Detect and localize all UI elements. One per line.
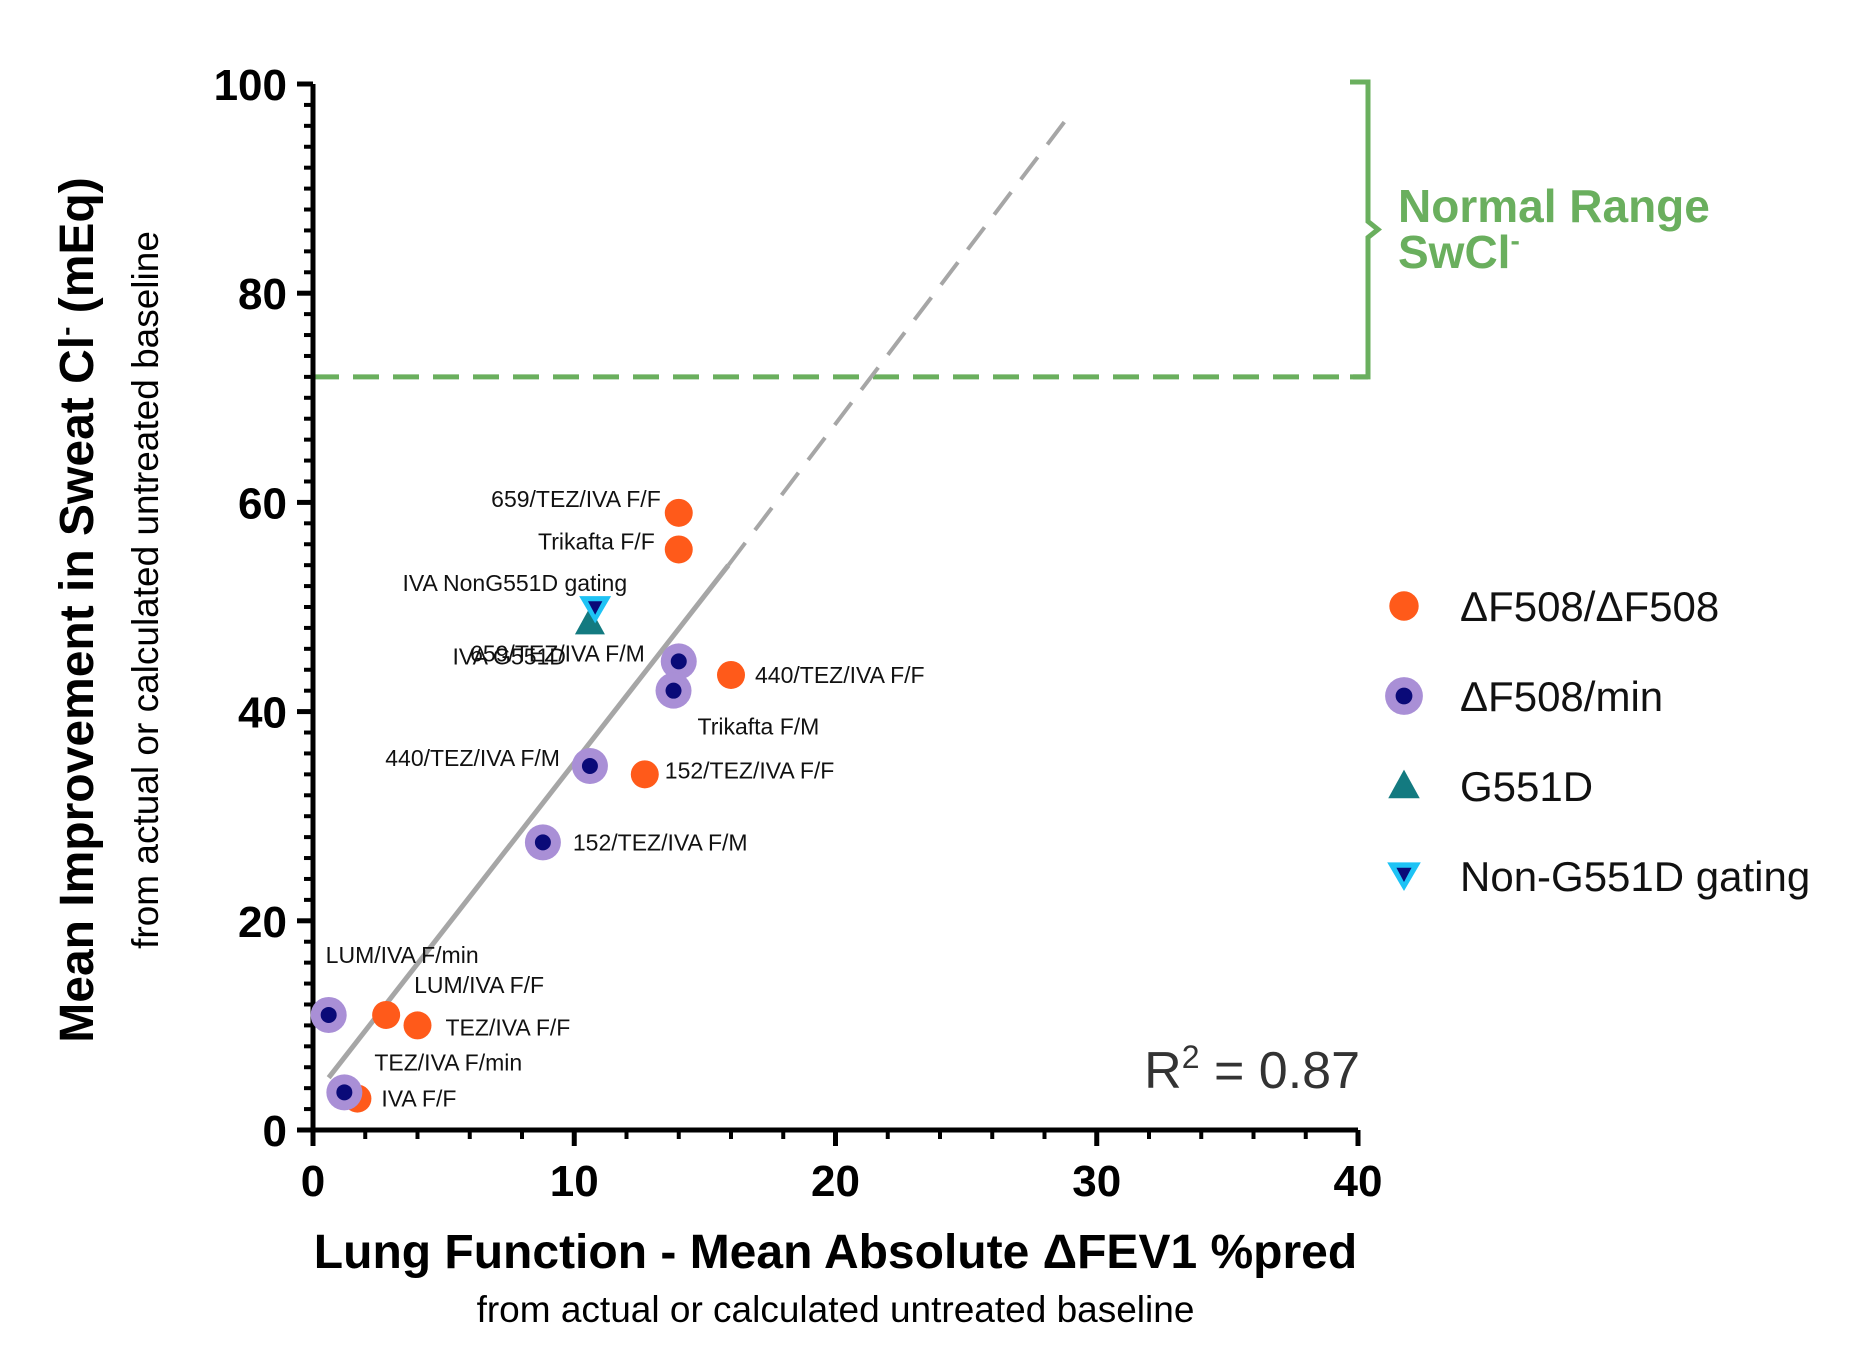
data-point-label: IVA G551D <box>453 644 566 670</box>
points-group <box>310 498 745 1113</box>
data-point-s0-p0 <box>664 498 693 527</box>
data-point-s0-p3 <box>630 760 659 789</box>
data-point-s0-p2 <box>717 660 745 689</box>
axes-group: 0 20 40 60 80 100 0 10 20 30 40 <box>214 61 1383 1206</box>
data-point-label: 440/TEZ/IVA F/F <box>755 662 925 688</box>
data-point-label: Trikafta F/M <box>698 714 820 740</box>
legend-marker-0 <box>1389 591 1419 621</box>
y-axis-title-sup: - <box>50 327 81 336</box>
y-axis-title-tail: (mEq) <box>51 177 104 326</box>
data-point-label: Trikafta F/F <box>538 528 655 554</box>
normal-range-label-swcl: SwCl- <box>1398 225 1520 278</box>
y-axis-title: Mean Improvement in Sweat Cl- (mEq) <box>50 177 104 1042</box>
data-point-s1-p1 <box>665 682 682 699</box>
r-squared-value: = 0.87 <box>1200 1042 1360 1100</box>
data-point-label: LUM/IVA F/F <box>414 972 544 998</box>
x-axis-title: Lung Function - Mean Absolute ΔFEV1 %pre… <box>314 1226 1357 1279</box>
point-labels-group: 659/TEZ/IVA F/F Trikafta F/F 440/TEZ/IVA F… <box>326 486 925 1112</box>
data-point-label: LUM/IVA F/min <box>326 942 479 968</box>
data-point-label: TEZ/IVA F/F <box>446 1014 571 1040</box>
y-tick-label: 40 <box>238 689 287 738</box>
legend-label-2: G551D <box>1460 763 1593 810</box>
data-point-s0-p1 <box>664 535 693 564</box>
y-tick-label: 100 <box>214 61 287 110</box>
normal-range-label-sup: - <box>1510 225 1519 256</box>
data-point-label: 152/TEZ/IVA F/M <box>573 829 748 855</box>
y-tick-label: 80 <box>238 270 287 319</box>
data-point-s1-p4 <box>320 1006 337 1023</box>
x-tick-label: 10 <box>550 1157 599 1206</box>
y-tick-label: 20 <box>238 898 287 947</box>
x-tick-label: 20 <box>811 1157 860 1206</box>
legend-marker-1 <box>1395 687 1413 705</box>
y-tick-label: 60 <box>238 479 287 528</box>
data-point-s1-p5 <box>336 1084 353 1101</box>
normal-range-label: Normal Range <box>1398 180 1710 232</box>
x-axis-subtitle: from actual or calculated untreated base… <box>477 1289 1195 1330</box>
y-axis-subtitle: from actual or calculated untreated base… <box>125 231 166 949</box>
data-point-label: 659/TEZ/IVA F/F <box>491 486 661 512</box>
x-tick-label: 40 <box>1334 1157 1383 1206</box>
y-tick-label: 0 <box>263 1107 287 1156</box>
legend-label-1: ΔF508/min <box>1460 673 1663 720</box>
data-point-label: TEZ/IVA F/min <box>374 1049 522 1075</box>
legend-marker-3 <box>1396 867 1412 883</box>
regression-line-dashed <box>726 119 1067 567</box>
x-tick-label: 0 <box>301 1157 325 1206</box>
data-point-s1-p2 <box>581 757 598 774</box>
data-point-s3-p0 <box>587 601 603 615</box>
legend-label-0: ΔF508/ΔF508 <box>1460 583 1719 630</box>
data-point-label: 659/TEZ/IVA F/M <box>470 640 645 666</box>
r-squared-label: R2 = 0.87 <box>1144 1039 1360 1100</box>
data-point-s1-p0 <box>670 653 687 670</box>
data-point-label: IVA NonG551D gating <box>403 570 628 596</box>
data-point-label: 152/TEZ/IVA F/F <box>665 757 835 783</box>
normal-range-bracket <box>1350 79 1383 380</box>
data-point-s0-p5 <box>403 1011 432 1040</box>
legend: ΔF508/ΔF508 ΔF508/min G551D Non-G551D gatin… <box>1385 583 1810 900</box>
x-tick-label: 30 <box>1072 1157 1121 1206</box>
y-axis-title-main: Mean Improvement in Sweat Cl <box>51 336 104 1043</box>
legend-marker-2 <box>1388 769 1420 799</box>
r-squared-sup: 2 <box>1182 1039 1200 1075</box>
data-point-label: 440/TEZ/IVA F/M <box>385 745 560 771</box>
regression-group: R2 = 0.87 <box>326 119 1360 1100</box>
data-point-s2-p0 <box>574 607 605 635</box>
r-squared-prefix: R <box>1144 1042 1182 1100</box>
regression-line-solid <box>326 563 731 1080</box>
data-point-s1-p3 <box>534 834 551 851</box>
titles-group: Lung Function - Mean Absolute ΔFEV1 %pre… <box>50 177 1357 1330</box>
data-point-s0-p4 <box>372 1000 401 1029</box>
legend-label-3: Non-G551D gating <box>1460 853 1810 900</box>
data-point-label: IVA F/F <box>381 1086 456 1112</box>
